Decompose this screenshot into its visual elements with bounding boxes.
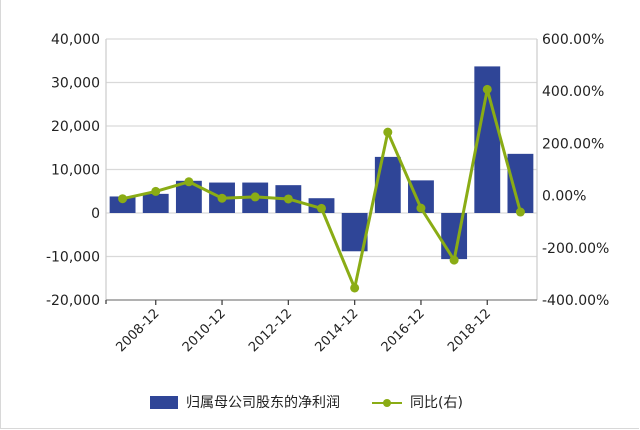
bar-series <box>109 66 534 260</box>
yoy-point-2010-12[interactable] <box>217 193 227 203</box>
yoy-point-2019-12[interactable] <box>515 207 525 217</box>
left-y-axis: 40,000 30,000 20,000 10,000 0 -10,000 -20,000 <box>46 32 100 309</box>
left-y-tick-label: -20,000 <box>46 293 100 309</box>
legend: 归属母公司股东的净利润 同比(右) <box>150 392 495 412</box>
yoy-point-2011-12[interactable] <box>250 192 260 202</box>
yoy-point-2017-12[interactable] <box>449 255 459 265</box>
yoy-point-2016-12[interactable] <box>416 203 426 213</box>
yoy-point-2008-12[interactable] <box>151 186 161 196</box>
left-y-tick-label: 0 <box>91 206 100 222</box>
x-tick-label: 2012-12 <box>246 306 295 355</box>
legend-label-net-profit: 归属母公司股东的净利润 <box>186 395 340 411</box>
yoy-point-2009-12[interactable] <box>184 177 194 187</box>
x-axis: 2008-12 2010-12 2012-12 2014-12 2016-12 2018-… <box>105 300 494 355</box>
right-y-tick-label: 200.00% <box>542 136 604 152</box>
right-y-tick-label: 0.00% <box>542 189 586 205</box>
x-tick-label: 2010-12 <box>180 306 229 355</box>
yoy-point-2018-12[interactable] <box>482 84 492 94</box>
bar-2008-12[interactable] <box>142 193 169 213</box>
legend-item-net-profit[interactable]: 归属母公司股东的净利润 <box>150 392 340 412</box>
left-y-tick-label: 20,000 <box>51 119 100 135</box>
x-tick-label: 2018-12 <box>445 306 494 355</box>
x-tick-label: 2016-12 <box>379 306 428 355</box>
left-y-tick-label: 10,000 <box>51 163 100 179</box>
yoy-point-2013-12[interactable] <box>317 203 326 213</box>
x-tick-label: 2014-12 <box>312 306 361 355</box>
left-y-tick-label: 30,000 <box>51 76 100 92</box>
x-tick-label: 2008-12 <box>114 306 163 355</box>
right-y-tick-label: -400.00% <box>542 293 609 309</box>
yoy-point-2015-12[interactable] <box>383 127 393 137</box>
right-y-tick-label: 600.00% <box>542 32 604 48</box>
line-marker-swatch-icon <box>372 396 402 409</box>
yoy-point-2014-12[interactable] <box>350 283 360 293</box>
right-y-axis: 600.00% 400.00% 200.00% 0.00% -200.00% -400.0… <box>542 32 609 309</box>
bar-swatch-icon <box>150 395 178 409</box>
right-y-tick-label: -200.00% <box>542 241 609 257</box>
legend-item-yoy[interactable]: 同比(右) <box>372 392 463 412</box>
left-y-tick-label: -10,000 <box>46 250 100 266</box>
right-y-tick-label: 400.00% <box>542 84 604 100</box>
yoy-point-2012-12[interactable] <box>283 194 293 204</box>
line-series <box>118 84 525 293</box>
bar-2007-12[interactable] <box>109 196 136 213</box>
legend-label-yoy: 同比(右) <box>410 395 463 411</box>
combo-chart: 40,00030,00020,00010,0000-10,000-20,000 … <box>46 32 609 355</box>
left-y-tick-label: 40,000 <box>51 32 100 48</box>
yoy-point-2007-12[interactable] <box>118 194 128 204</box>
bar-2015-12[interactable] <box>374 156 401 213</box>
